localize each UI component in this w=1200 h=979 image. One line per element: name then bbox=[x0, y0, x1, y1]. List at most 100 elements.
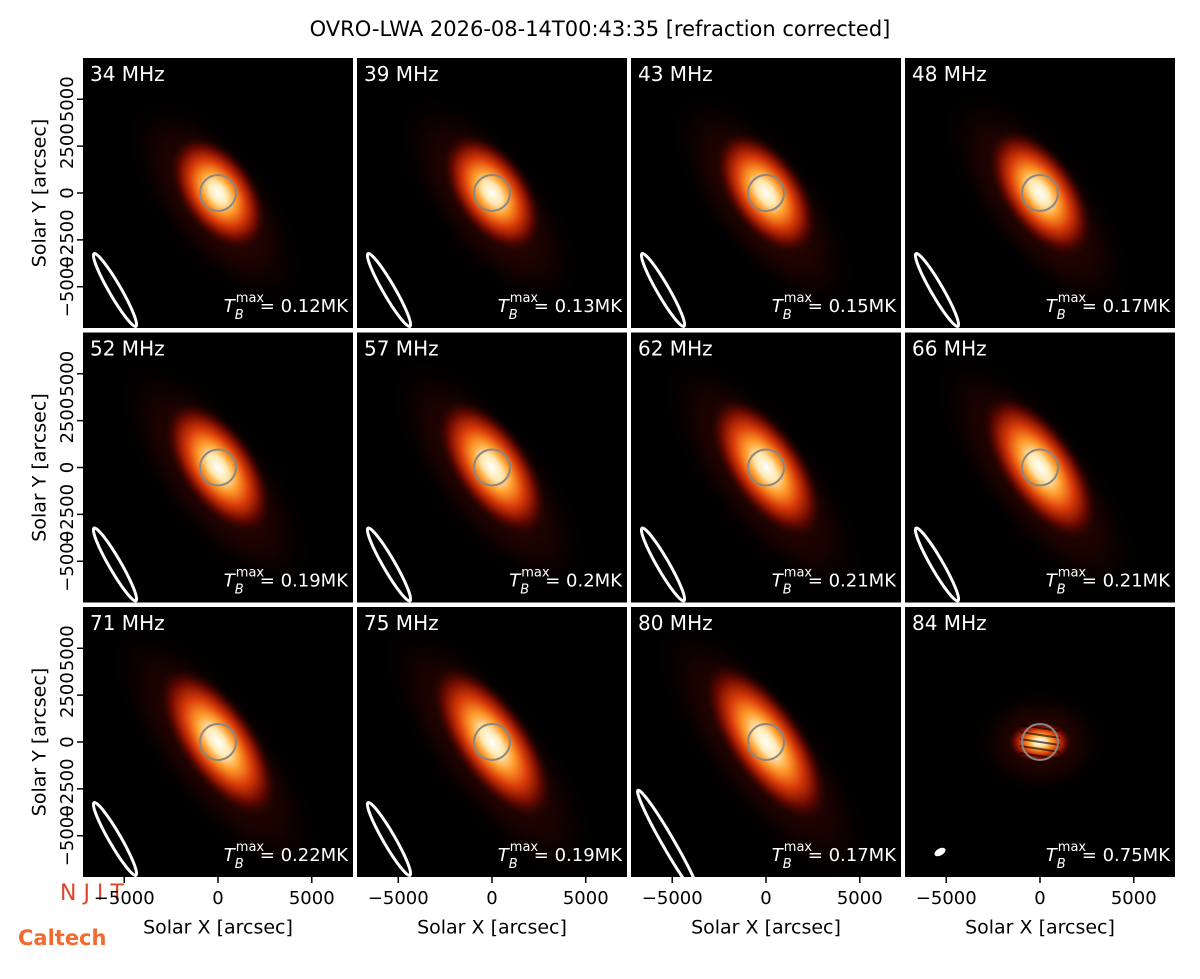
beam bbox=[91, 801, 139, 877]
y-tick-label: 0 bbox=[57, 187, 78, 198]
radio-image bbox=[393, 89, 584, 314]
tb-sub: B bbox=[235, 583, 244, 598]
tb-symbol: T bbox=[509, 571, 522, 592]
y-tick-label: 0 bbox=[57, 736, 78, 747]
radio-image bbox=[656, 349, 869, 603]
tb-sub: B bbox=[509, 308, 518, 323]
tmax-label: = 0.15MK bbox=[808, 296, 897, 317]
solar-limb bbox=[1021, 174, 1059, 212]
emission bbox=[428, 661, 556, 823]
x-tick-label: 5000 bbox=[837, 888, 883, 909]
tmax-label: = 0.19MK bbox=[260, 571, 349, 592]
fringe bbox=[1019, 745, 1061, 753]
beam bbox=[91, 526, 139, 603]
tb-symbol: T bbox=[772, 571, 785, 592]
fringe bbox=[1019, 731, 1061, 739]
x-tick-label: 0 bbox=[1034, 888, 1045, 909]
tb-symbol: T bbox=[772, 845, 785, 866]
beam bbox=[365, 801, 413, 877]
panel-label: 71 MHz bbox=[90, 611, 165, 635]
tb-sub: B bbox=[1057, 308, 1066, 323]
beam bbox=[934, 847, 946, 857]
logo: Caltech bbox=[18, 926, 106, 950]
y-tick-label: 2500 bbox=[57, 398, 78, 444]
tb-sup: max bbox=[236, 566, 265, 581]
x-tick-label: 5000 bbox=[289, 888, 335, 909]
emission bbox=[707, 393, 825, 542]
y-tick-label: −5000 bbox=[57, 256, 78, 317]
y-tick-label: 5000 bbox=[57, 351, 78, 397]
x-axis-label: Solar X [arcsec] bbox=[417, 917, 567, 939]
tmax-label: = 0.12MK bbox=[260, 296, 349, 317]
emission bbox=[434, 396, 550, 539]
tb-sup: max bbox=[784, 566, 813, 581]
beam bbox=[365, 526, 413, 603]
x-tick-label: 5000 bbox=[563, 888, 609, 909]
tb-sub: B bbox=[1057, 857, 1066, 872]
solar-limb bbox=[199, 448, 237, 487]
y-tick-label: 0 bbox=[57, 462, 78, 473]
x-tick-label: 0 bbox=[486, 888, 497, 909]
radio-image bbox=[104, 617, 326, 877]
y-axis-label: Solar Y [arcsec] bbox=[29, 393, 51, 541]
emission bbox=[161, 398, 275, 537]
beam bbox=[913, 252, 961, 328]
y-axis-label: Solar Y [arcsec] bbox=[29, 119, 51, 267]
tb-sub: B bbox=[783, 308, 792, 323]
x-tick-label: 5000 bbox=[1111, 888, 1157, 909]
emission bbox=[167, 133, 269, 253]
x-tick-label: 0 bbox=[760, 888, 771, 909]
radio-image bbox=[937, 84, 1137, 320]
emission bbox=[712, 128, 820, 258]
x-axis-label: Solar X [arcsec] bbox=[143, 917, 293, 939]
solar-limb bbox=[199, 174, 237, 212]
tmax-label: = 0.19MK bbox=[534, 845, 623, 866]
x-tick-label: −5000 bbox=[94, 888, 155, 909]
tmax-label: = 0.22MK bbox=[260, 845, 349, 866]
solar-limb bbox=[473, 448, 511, 487]
solar-limb bbox=[1021, 723, 1059, 761]
beam bbox=[639, 252, 687, 328]
tb-sub: B bbox=[783, 857, 792, 872]
tb-symbol: T bbox=[772, 296, 785, 317]
y-tick-label: −5000 bbox=[57, 805, 78, 866]
y-tick-label: 5000 bbox=[57, 625, 78, 671]
solar-limb bbox=[1021, 448, 1059, 487]
solar-limb bbox=[473, 723, 511, 761]
y-tick-label: 2500 bbox=[57, 123, 78, 169]
x-tick-label: 0 bbox=[212, 888, 223, 909]
tb-symbol: T bbox=[1046, 845, 1059, 866]
y-tick-label: −2500 bbox=[57, 484, 78, 545]
x-tick-label: −5000 bbox=[642, 888, 703, 909]
y-tick-label: −2500 bbox=[57, 758, 78, 819]
panel-label: 66 MHz bbox=[912, 337, 987, 361]
figure-title: OVRO-LWA 2026-08-14T00:43:35 [refraction… bbox=[310, 17, 891, 41]
tb-sup: max bbox=[784, 291, 813, 306]
beam bbox=[639, 526, 687, 603]
emission bbox=[156, 663, 280, 821]
y-tick-label: 2500 bbox=[57, 672, 78, 718]
emission bbox=[701, 658, 831, 826]
tmax-label: = 0.21MK bbox=[1082, 571, 1171, 592]
panel-label: 57 MHz bbox=[364, 337, 439, 361]
tb-sup: max bbox=[510, 291, 539, 306]
tb-sup: max bbox=[1058, 566, 1087, 581]
radio-image bbox=[970, 687, 1110, 797]
beam bbox=[365, 252, 413, 328]
tb-sub: B bbox=[1057, 583, 1066, 598]
beam bbox=[636, 788, 702, 900]
solar-limb bbox=[473, 174, 511, 212]
tb-sub: B bbox=[235, 308, 244, 323]
tb-symbol: T bbox=[498, 845, 511, 866]
y-tick-label: −5000 bbox=[57, 531, 78, 592]
panel-label: 43 MHz bbox=[638, 62, 713, 86]
tmax-label: = 0.13MK bbox=[534, 296, 623, 317]
tb-symbol: T bbox=[224, 845, 237, 866]
radio-image bbox=[113, 355, 317, 598]
tb-sub: B bbox=[520, 583, 529, 598]
radio-image bbox=[376, 614, 602, 877]
tb-sup: max bbox=[510, 840, 539, 855]
tb-symbol: T bbox=[1046, 296, 1059, 317]
tb-symbol: T bbox=[224, 571, 237, 592]
